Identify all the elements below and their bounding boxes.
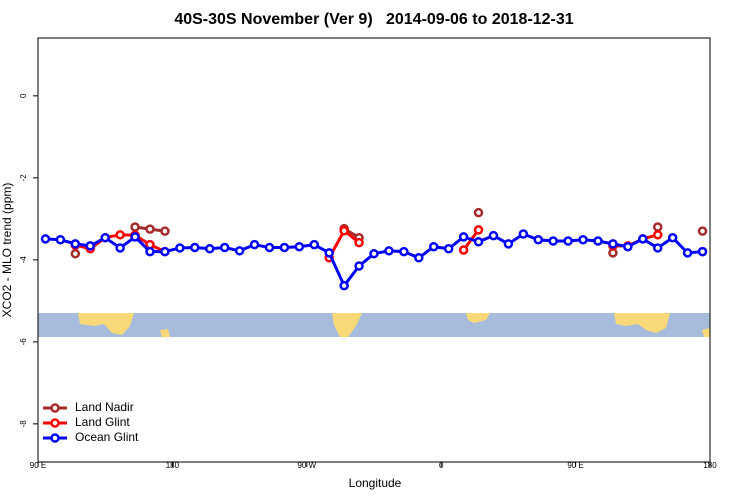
data-point (608, 239, 618, 249)
data-point (264, 242, 275, 253)
y-tick-label: 0 (19, 93, 28, 98)
x-tick-label: 0 (439, 461, 444, 470)
data-point (354, 237, 364, 248)
data-point (204, 244, 215, 254)
chart-title: 40S-30S November (Ver 9) 2014-09-06 to 2… (174, 11, 573, 28)
data-point (652, 230, 663, 240)
x-tick-label: 90 E (30, 461, 46, 470)
data-point (115, 230, 125, 240)
data-point (473, 207, 484, 218)
data-point (428, 241, 439, 252)
data-point (458, 245, 469, 255)
data-point (697, 246, 708, 257)
y-tick-label: -4 (19, 256, 28, 264)
data-point (518, 229, 529, 239)
data-point (682, 248, 693, 258)
data-point (145, 246, 155, 257)
data-point (219, 242, 230, 253)
x-tick-label: 180 (166, 461, 180, 470)
data-point (339, 280, 349, 291)
data-point (100, 232, 110, 243)
data-point (294, 241, 305, 252)
data-point (533, 234, 544, 245)
data-point (55, 234, 66, 245)
data-point (593, 236, 603, 246)
series-line (135, 227, 702, 238)
legend-marker (50, 433, 60, 443)
legend-label: Ocean Glint (75, 430, 139, 444)
data-point (443, 244, 454, 254)
data-point (503, 239, 514, 249)
data-point (652, 243, 663, 253)
data-point (130, 222, 140, 232)
data-point (652, 222, 663, 232)
data-point (384, 246, 394, 256)
data-point (145, 224, 155, 234)
data-point (458, 232, 469, 242)
plot-frame (37, 37, 711, 463)
data-point (40, 234, 51, 244)
x-tick-label: 90 W (297, 461, 316, 470)
y-tick-label: -8 (19, 420, 28, 428)
y-tick-label: -2 (19, 174, 28, 182)
map-strip (38, 313, 710, 337)
legend-label: Land Nadir (75, 400, 134, 414)
data-point (473, 237, 484, 247)
data-point (638, 234, 648, 244)
data-point (473, 225, 484, 235)
data-point (339, 225, 349, 236)
data-point (160, 226, 170, 236)
data-point (369, 248, 379, 259)
data-point (234, 246, 245, 256)
data-point (324, 248, 334, 258)
data-point (279, 242, 290, 253)
data-point (563, 236, 573, 246)
legend-label: Land Glint (75, 415, 130, 429)
x-tick-label: 90 E (567, 461, 583, 470)
x-axis-label: Longitude (349, 476, 402, 490)
data-point (578, 234, 588, 245)
data-point (697, 226, 708, 236)
data-point (309, 239, 320, 250)
data-point (85, 241, 96, 251)
data-point (70, 239, 81, 249)
data-point (667, 232, 678, 243)
data-point (354, 261, 364, 271)
y-tick-label: -6 (19, 338, 28, 346)
data-point (488, 230, 499, 241)
data-point (548, 236, 558, 246)
legend-marker (50, 418, 60, 428)
data-point (399, 246, 409, 257)
y-axis-label: XCO2 - MLO trend (ppm) (0, 183, 14, 318)
data-point (175, 243, 185, 253)
data-point (249, 239, 260, 250)
data-point (115, 243, 125, 253)
data-point (130, 232, 140, 242)
data-point (623, 241, 633, 252)
x-tick-label: 180 (703, 461, 717, 470)
data-point (414, 253, 424, 263)
data-point (190, 242, 200, 253)
data-point (70, 248, 81, 259)
data-point (160, 246, 170, 257)
legend-marker (50, 403, 60, 413)
